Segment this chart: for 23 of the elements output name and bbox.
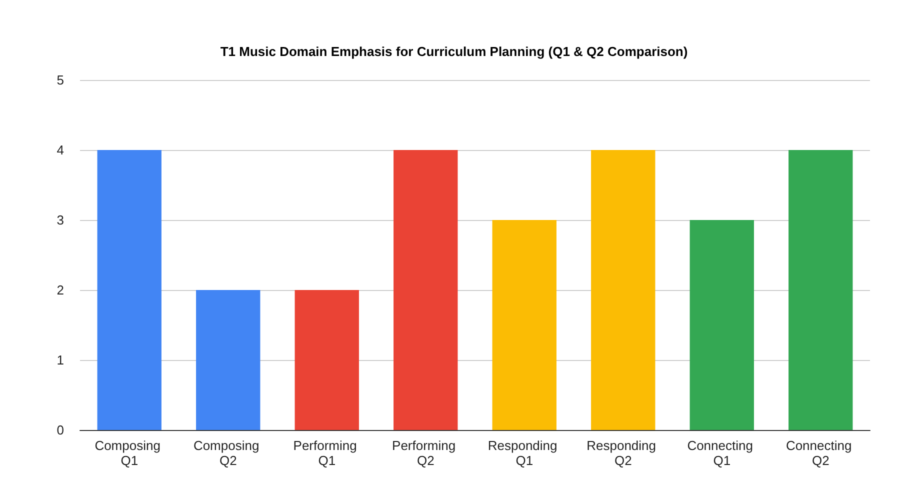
bar (788, 150, 853, 430)
x-tick-label: Connecting Q1 (687, 438, 757, 468)
y-tick-label: 1 (56, 352, 64, 368)
x-tick-label: Responding Q2 (586, 438, 660, 468)
bar (97, 150, 162, 430)
bar (394, 150, 458, 430)
y-tick-label: 0 (56, 422, 64, 438)
x-tick-label: Connecting Q2 (786, 438, 856, 468)
x-tick-label: Responding Q1 (488, 438, 561, 468)
x-tick-label: Performing Q2 (392, 438, 460, 468)
bar (591, 150, 656, 430)
bar (492, 220, 556, 430)
chart-title: T1 Music Domain Emphasis for Curriculum Planning (Q1 & Q2 Comparison) (220, 44, 688, 59)
x-tick-label: Composing Q1 (94, 438, 164, 468)
y-tick-label: 5 (56, 72, 64, 88)
y-tick-label: 4 (56, 142, 64, 158)
x-tick-label: Composing Q2 (193, 438, 263, 468)
y-tick-label: 2 (56, 282, 64, 298)
bar (294, 290, 359, 430)
bar (690, 220, 754, 430)
bar (196, 290, 260, 430)
x-tick-label: Performing Q1 (293, 438, 360, 468)
y-tick-label: 3 (56, 212, 64, 228)
